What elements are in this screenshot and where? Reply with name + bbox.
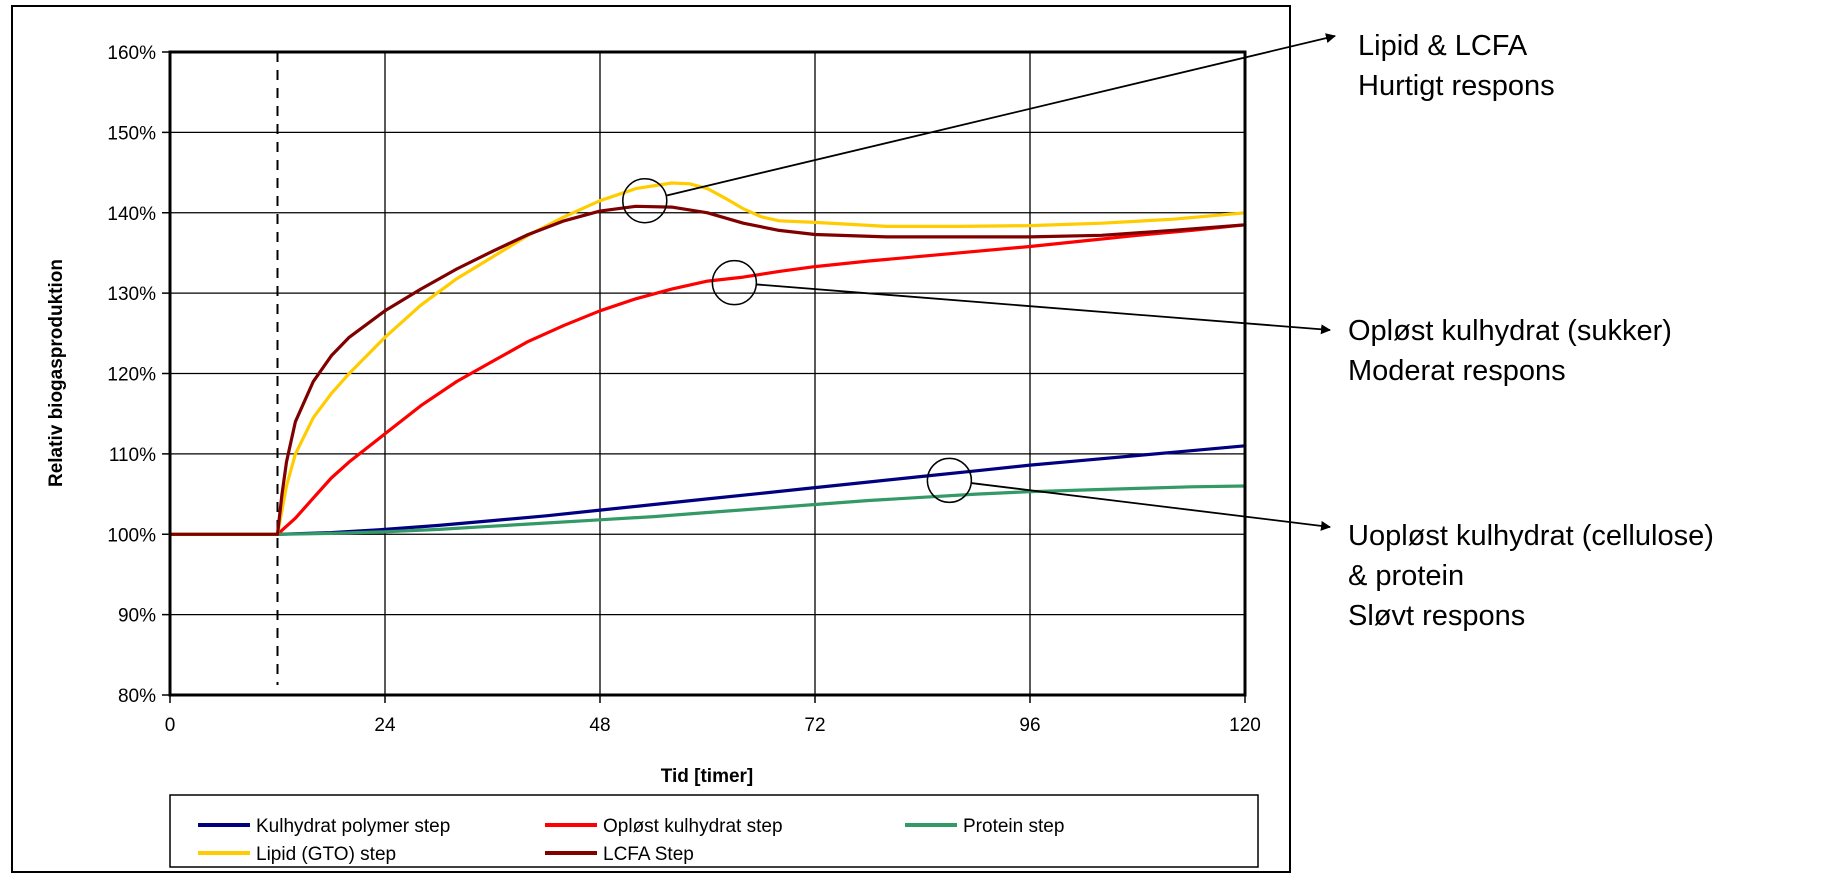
annotation-circle [926,457,973,504]
x-tick-label: 96 [1019,715,1040,736]
y-tick-label: 160% [107,43,156,64]
annotation-text: Lipid & LCFA [1358,30,1528,62]
series-line-1 [168,444,1247,536]
annotation-text: Moderat respons [1348,355,1566,387]
annotation-arrow [665,33,1336,197]
annotation-circle [622,177,668,224]
y-tick-label: 100% [107,525,156,546]
legend-label: Protein step [963,816,1064,837]
series-line-2 [168,223,1247,536]
annotation-text: Hurtigt respons [1358,70,1555,102]
x-tick-label: 120 [1229,715,1261,736]
series-line-4 [168,181,1247,536]
y-tick-label: 120% [107,365,156,386]
legend-label: LCFA Step [603,844,694,865]
y-tick-label: 110% [109,445,156,466]
annotation-text: & protein [1348,560,1464,592]
annotations: Lipid & LCFA Hurtigt respons Opløst kulhyd… [622,30,1714,632]
legend-label: Lipid (GTO) step [256,844,396,865]
legend-label: Opløst kulhydrat step [603,816,783,837]
x-axis-title: Tid [timer] [661,766,754,787]
y-axis-title: Relativ biogasproduktion [46,259,67,487]
y-tick-label: 140% [107,204,156,225]
annotation-text: Opløst kulhydrat (sukker) [1348,315,1672,347]
y-tick-label: 90% [118,606,156,627]
series-line-3 [168,484,1247,536]
annotation-circle [711,259,758,306]
x-tick-labels: 0 24 48 72 96 120 [165,715,1261,736]
y-tick-labels: 80% 90% 100% 110% 120% 130% 140% 150% 160% [107,43,156,707]
annotation-text: Uopløst kulhydrat (cellulose) [1348,520,1714,552]
legend-label: Kulhydrat polymer step [256,816,450,837]
y-tick-label: 150% [107,123,156,144]
series-lines [168,181,1247,536]
y-tick-label: 80% [118,686,156,707]
x-tick-label: 72 [804,715,825,736]
annotation-arrow [756,283,1331,335]
annotation-text: Sløvt respons [1348,600,1525,632]
x-tick-label: 24 [374,715,396,736]
plot-border [168,50,1247,697]
series-line-5 [168,204,1247,536]
annotation-arrow [971,482,1331,531]
legend-box [169,794,1259,868]
legend: Kulhydrat polymer step Opløst kulhydrat s… [198,816,1064,865]
x-tick-label: 0 [165,715,176,736]
x-tick-label: 48 [589,715,610,736]
y-tick-label: 130% [107,284,156,305]
